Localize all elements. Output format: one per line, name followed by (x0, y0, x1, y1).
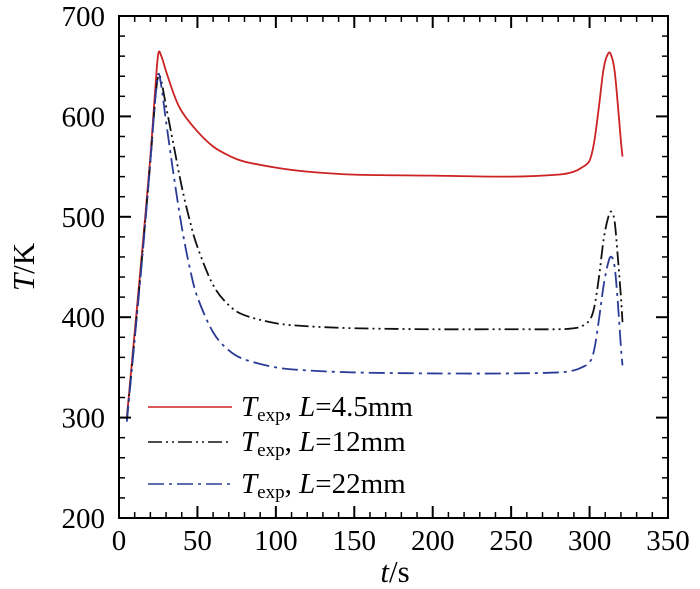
x-tick-label: 150 (333, 525, 377, 557)
x-axis: 0 50 100 150 200 250 300 350 (112, 16, 690, 557)
svg-text:Texp, L=4.5mm: Texp, L=4.5mm (241, 391, 413, 426)
legend-sub: exp (257, 482, 284, 503)
y-axis-title: T/K (6, 242, 41, 291)
y-tick-label: 200 (62, 503, 106, 535)
y-axis-unit: /K (6, 242, 41, 274)
x-axis-var: t (380, 554, 390, 589)
legend-rest: =22mm (315, 468, 406, 500)
x-axis-title: t/s (380, 554, 409, 589)
series-line-1 (125, 50, 624, 418)
y-tick-label: 300 (62, 403, 106, 435)
legend-var: T (241, 468, 259, 500)
legend-param: L (298, 468, 315, 500)
legend-param: L (298, 391, 315, 423)
legend-param: L (298, 426, 315, 458)
legend-sub: exp (257, 440, 284, 461)
x-tick-label: 0 (112, 525, 127, 557)
x-tick-label: 250 (489, 525, 533, 557)
legend-sep: , (285, 391, 300, 423)
legend-rest: =12mm (315, 426, 406, 458)
legend-rest: =4.5mm (315, 391, 413, 423)
legend-item: Texp, L=22mm (148, 468, 406, 503)
y-axis: 200 300 400 500 600 700 (62, 1, 668, 535)
y-tick-label: 600 (62, 101, 106, 133)
y-tick-label: 700 (62, 1, 106, 33)
series-line-3 (125, 72, 624, 422)
x-axis-unit: /s (389, 554, 410, 589)
y-tick-label: 400 (62, 302, 106, 334)
legend-sep: , (285, 468, 300, 500)
x-tick-label: 350 (646, 525, 690, 557)
y-axis-var: T (6, 271, 41, 291)
y-tick-label: 500 (62, 202, 106, 234)
legend-item: Texp, L=4.5mm (148, 391, 413, 426)
legend-var: T (241, 426, 259, 458)
legend: Texp, L=4.5mm Texp, L=12mm Texp, L=22mm (148, 391, 413, 503)
series-layer (125, 50, 624, 422)
legend-sub: exp (257, 405, 284, 426)
x-tick-label: 50 (183, 525, 212, 557)
legend-item: Texp, L=12mm (148, 426, 406, 461)
x-tick-label: 200 (411, 525, 455, 557)
series-line-2 (125, 74, 624, 420)
x-tick-label: 100 (254, 525, 298, 557)
plot-frame (118, 15, 669, 519)
legend-sep: , (285, 426, 300, 458)
svg-text:Texp, L=12mm: Texp, L=12mm (241, 426, 406, 461)
x-tick-label: 300 (568, 525, 612, 557)
legend-var: T (241, 391, 259, 423)
svg-text:Texp, L=22mm: Texp, L=22mm (241, 468, 406, 503)
